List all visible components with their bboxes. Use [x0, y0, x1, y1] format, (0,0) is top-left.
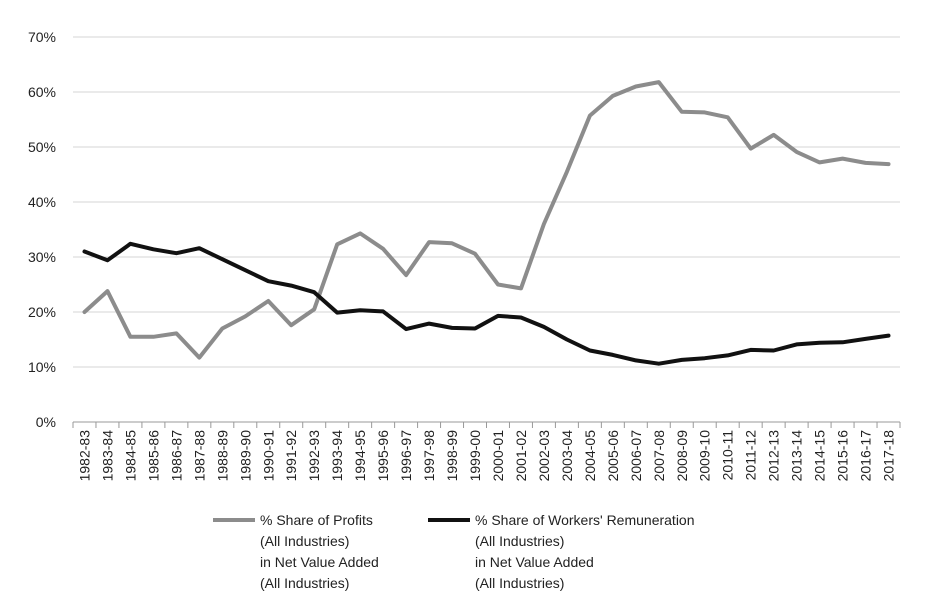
x-tick-label: 1985-86 [145, 430, 161, 482]
gridlines [73, 37, 900, 422]
y-tick-label: 40% [28, 194, 56, 210]
x-tick-label: 1999-00 [467, 430, 483, 482]
x-tick-label: 2003-04 [559, 430, 575, 482]
x-tick-label: 2009-10 [697, 430, 713, 482]
series-lines [85, 82, 889, 364]
x-tick-label: 1992-93 [306, 430, 322, 482]
y-tick-label: 30% [28, 249, 56, 265]
x-tick-label: 1996-97 [398, 430, 414, 482]
series-line-workers-remuneration [85, 244, 889, 364]
x-tick-label: 2005-06 [605, 430, 621, 482]
y-tick-label: 20% [28, 304, 56, 320]
series-line-profits [85, 82, 889, 358]
y-tick-label: 70% [28, 29, 56, 45]
x-tick-label: 1995-96 [375, 430, 391, 482]
x-tick-label: 1997-98 [421, 430, 437, 482]
x-tick-label: 2012-13 [766, 430, 782, 482]
legend-label: (All Industries) [260, 533, 349, 549]
x-tick-label: 1988-89 [214, 430, 230, 482]
x-tick-label: 1986-87 [168, 430, 184, 482]
legend-label: (All Industries) [260, 575, 349, 591]
x-tick-label: 1987-88 [191, 430, 207, 482]
legend-label: (All Industries) [475, 533, 564, 549]
x-tick-label: 1984-85 [122, 430, 138, 482]
x-tick-label: 2013-14 [789, 430, 805, 482]
legend-label: % Share of Profits [260, 512, 373, 528]
x-tick-label: 2014-15 [812, 430, 828, 482]
x-tick-label: 2010-11 [720, 430, 736, 481]
x-tick-label: 1994-95 [352, 430, 368, 482]
x-axis-tick-labels: 1982-83 1983-84 1984-85 1985-86 1986-87 1987-… [73, 422, 900, 481]
x-tick-label: 2001-02 [513, 430, 529, 482]
y-tick-label: 60% [28, 84, 56, 100]
x-tick-label: 1993-94 [329, 430, 345, 482]
y-tick-label: 50% [28, 139, 56, 155]
x-tick-label: 2004-05 [582, 430, 598, 482]
x-tick-label: 2006-07 [628, 430, 644, 482]
x-tick-label: 2011-12 [743, 430, 759, 481]
x-tick-label: 2007-08 [651, 430, 667, 482]
line-chart: 0%10%20%30%40%50%60%70% 1982-83 1983-84 19… [0, 0, 940, 598]
y-tick-label: 10% [28, 359, 56, 375]
x-tick-label: 2000-01 [490, 430, 506, 482]
legend-label: in Net Value Added [475, 554, 594, 570]
x-tick-label: 2008-09 [674, 430, 690, 482]
x-tick-label: 2017-18 [881, 430, 897, 482]
x-tick-label: 1998-99 [444, 430, 460, 482]
x-tick-label: 1990-91 [260, 430, 276, 482]
x-tick-label: 2015-16 [835, 430, 851, 482]
x-tick-label: 1991-92 [283, 430, 299, 482]
legend: % Share of Profits (All Industries) in Net… [213, 512, 695, 591]
x-tick-label: 1982-83 [76, 430, 92, 482]
legend-label: % Share of Workers' Remuneration [475, 512, 695, 528]
legend-label: in Net Value Added [260, 554, 379, 570]
y-axis-tick-labels: 0% 10% 20% 30% 40% 50% 60% 70% [28, 29, 56, 430]
legend-label: (All Industries) [475, 575, 564, 591]
x-tick-label: 1983-84 [99, 430, 115, 482]
x-tick-label: 2002-03 [536, 430, 552, 482]
x-tick-label: 2016-17 [858, 430, 874, 482]
y-tick-label: 0% [36, 414, 56, 430]
x-tick-label: 1989-90 [237, 430, 253, 482]
